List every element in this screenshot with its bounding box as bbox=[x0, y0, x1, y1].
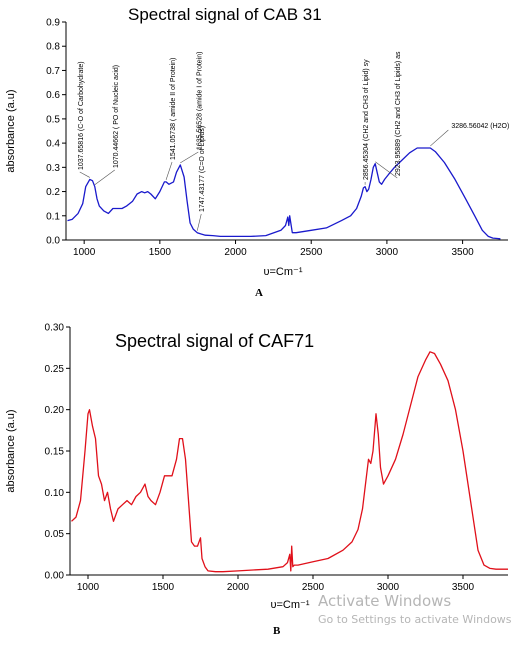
y-tick-label: 0.20 bbox=[45, 405, 65, 416]
x-axis-title: υ=Cm⁻¹ bbox=[263, 266, 302, 278]
y-tick-label: 0.30 bbox=[45, 323, 65, 334]
y-tick-label: 0.7 bbox=[46, 66, 60, 77]
peak-annotation: 1635.56528 (amide I of Protein) bbox=[196, 52, 203, 150]
x-tick-label: 2000 bbox=[227, 582, 250, 593]
x-tick-label: 3500 bbox=[452, 582, 475, 593]
spectrum-chart-cab31: Spectral signal of CAB 31 0.0 0.1 0.2 0.3 0.4… bbox=[5, 5, 509, 278]
annotation-leader bbox=[430, 129, 449, 147]
chart-title: Spectral signal of CAF71 bbox=[115, 331, 314, 351]
y-tick-label: 0.8 bbox=[46, 42, 60, 53]
x-tick-label: 3000 bbox=[377, 582, 400, 593]
y-tick-label: 0.0 bbox=[46, 236, 60, 247]
y-tick-label: 0.9 bbox=[46, 18, 60, 29]
annotation-leader bbox=[94, 169, 115, 185]
chart-title: Spectral signal of CAB 31 bbox=[128, 5, 322, 24]
peak-annotation: 2923.95889 (CH2 and CH3 of Lipids) as bbox=[395, 51, 402, 176]
x-tick-label: 1500 bbox=[152, 582, 175, 593]
annotation-leader bbox=[180, 151, 199, 164]
x-tick-label: 1000 bbox=[73, 247, 96, 258]
y-tick-label: 0.10 bbox=[45, 488, 65, 499]
x-tick-label: 2000 bbox=[224, 247, 247, 258]
x-tick-label: 2500 bbox=[302, 582, 325, 593]
y-tick-label: 0.5 bbox=[46, 114, 60, 125]
y-tick-label: 0.6 bbox=[46, 90, 60, 101]
peak-annotation: 1070.44662 ( PO of Nucleic acid) bbox=[113, 65, 120, 168]
x-tick-label: 1000 bbox=[77, 582, 100, 593]
peak-annotation: 2856.45304 (CH2 and CH3 of Lipid) sy bbox=[363, 59, 370, 180]
chart-panel-b: Spectral signal of CAF71 0.00 0.05 0.10 0.15… bbox=[0, 305, 511, 649]
x-tick-label: 3000 bbox=[376, 247, 399, 258]
peak-annotation: 1037.65816 (C-O of Carbohydrate) bbox=[78, 61, 85, 170]
panel-label-a: A bbox=[255, 287, 263, 299]
panel-label-b: B bbox=[273, 625, 281, 637]
peak-annotation: 1541.05738 ( amide II of Protein) bbox=[170, 58, 177, 160]
annotation-leader bbox=[196, 213, 202, 231]
y-tick-label: 0.4 bbox=[46, 139, 60, 150]
peak-annotation: 1747.43177 (C=O of Lipids) bbox=[199, 126, 206, 212]
y-tick-label: 0.00 bbox=[45, 571, 65, 582]
x-tick-label: 1500 bbox=[149, 247, 172, 258]
y-axis-title: absorbance (a.u) bbox=[5, 89, 17, 172]
spectrum-line bbox=[71, 351, 508, 573]
peak-annotation: 3286.56042 (H2O) bbox=[451, 123, 509, 130]
y-tick-label: 0.05 bbox=[45, 529, 65, 540]
x-tick-label: 2500 bbox=[300, 247, 323, 258]
annotation-leader bbox=[165, 161, 173, 180]
y-axis-title: absorbance (a.u) bbox=[5, 409, 17, 492]
x-tick-label: 3500 bbox=[451, 247, 474, 258]
y-tick-label: 0.3 bbox=[46, 163, 60, 174]
chart-panel-a: Spectral signal of CAB 31 0.0 0.1 0.2 0.3 0.4… bbox=[0, 0, 511, 300]
x-axis-title: υ=Cm⁻¹ bbox=[270, 599, 309, 611]
y-tick-label: 0.1 bbox=[46, 211, 60, 222]
spectrum-chart-caf71: Spectral signal of CAF71 0.00 0.05 0.10 0.15… bbox=[5, 323, 508, 611]
spectrum-line bbox=[67, 147, 501, 240]
annotation-leader bbox=[375, 161, 398, 179]
y-tick-label: 0.2 bbox=[46, 187, 60, 198]
y-tick-label: 0.15 bbox=[45, 447, 65, 458]
y-tick-label: 0.25 bbox=[45, 364, 65, 375]
annotation-leader bbox=[79, 171, 90, 178]
